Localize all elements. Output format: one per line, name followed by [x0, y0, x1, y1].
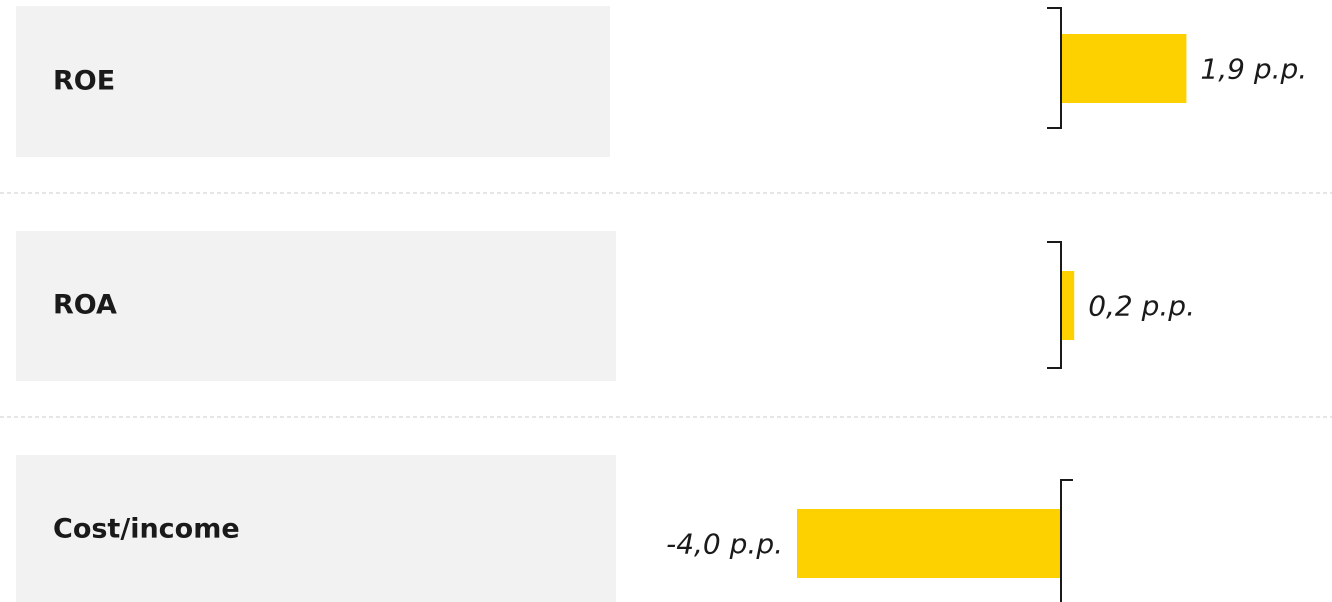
baseline-bracket [1060, 479, 1073, 602]
row-panel [16, 6, 610, 157]
value-label: 0,2 p.p. [1088, 290, 1195, 323]
bar [1061, 34, 1187, 103]
category-label: ROA [53, 290, 117, 321]
value-label: -4,0 p.p. [666, 528, 783, 561]
row-panel [16, 231, 616, 381]
baseline-bracket [1047, 7, 1062, 129]
bar [797, 509, 1061, 578]
row-panel [16, 455, 616, 602]
value-label: 1,9 p.p. [1200, 53, 1307, 86]
category-label: Cost/income [53, 514, 240, 545]
category-label: ROE [53, 66, 115, 97]
baseline-bracket [1047, 241, 1062, 369]
bar [1061, 271, 1075, 340]
